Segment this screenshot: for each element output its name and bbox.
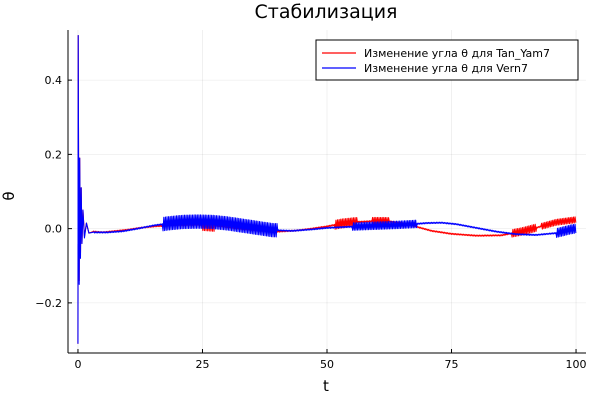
x-tick-label: 50 [320, 358, 334, 371]
legend-label-2: Изменение угла θ для Vern7 [364, 62, 528, 75]
legend-box [315, 39, 579, 81]
series-line-2 [77, 35, 577, 344]
y-tick-label: 0.2 [45, 148, 63, 161]
x-tick-label: 0 [74, 358, 81, 371]
legend-label-1: Изменение угла θ для Tan_Yam7 [364, 47, 550, 60]
plot-area [77, 35, 577, 344]
x-tick-label: 25 [195, 358, 209, 371]
x-tick-label: 100 [566, 358, 587, 371]
y-axis-label: θ [0, 191, 18, 200]
x-axis-label: t [323, 377, 329, 395]
legend: Изменение угла θ для Tan_Yam7 Изменение у… [315, 39, 579, 81]
y-tick-label: 0.4 [45, 74, 63, 87]
y-tick-label: −0.2 [35, 297, 62, 310]
chart-title: Стабилизация [255, 1, 398, 23]
ticks: 0 25 50 75 100 −0.2 0.0 0.2 0.4 [35, 74, 586, 371]
y-tick-label: 0.0 [45, 223, 63, 236]
x-tick-label: 75 [445, 358, 459, 371]
